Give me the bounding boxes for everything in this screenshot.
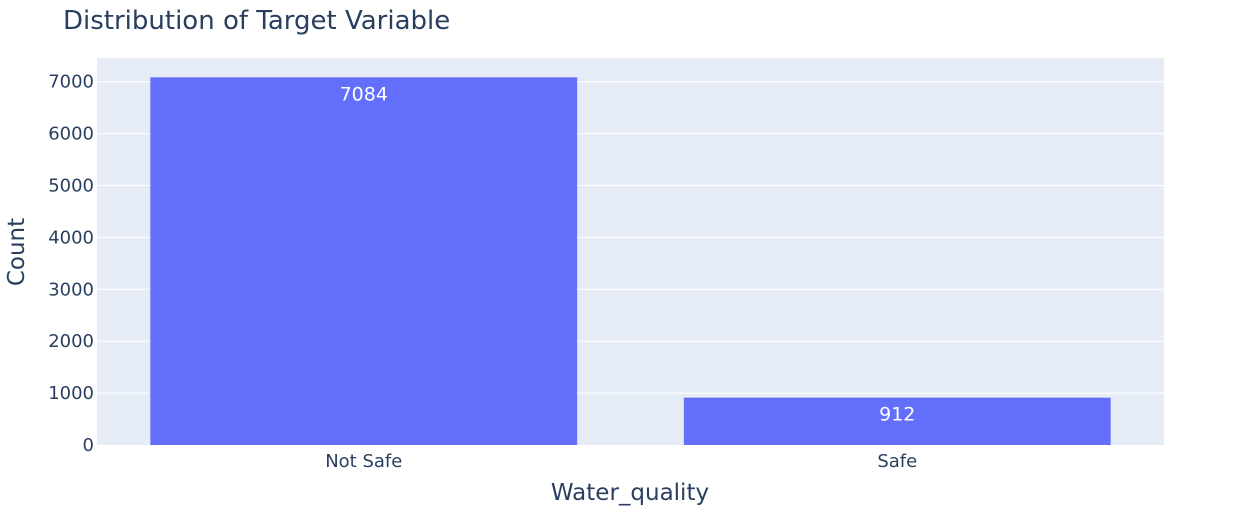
x-axis-title: Water_quality: [551, 480, 709, 506]
y-axis-ticks: 0 1000 2000 3000 4000 5000 6000 7000: [48, 72, 94, 456]
y-axis-title: Count: [4, 218, 30, 286]
bar-value-label: 912: [879, 404, 915, 426]
y-tick-label: 5000: [48, 176, 94, 197]
bar: [683, 397, 1111, 445]
y-tick-label: 1000: [48, 383, 94, 404]
chart-title: Distribution of Target Variable: [63, 6, 450, 36]
x-tick-label: Not Safe: [325, 451, 402, 472]
y-tick-label: 4000: [48, 227, 94, 248]
bar: [150, 77, 578, 445]
y-tick-label: 0: [83, 435, 94, 456]
y-tick-label: 2000: [48, 331, 94, 352]
x-tick-label: Safe: [877, 451, 917, 472]
y-tick-label: 7000: [48, 72, 94, 93]
bar-value-label: 7084: [340, 83, 388, 105]
x-axis-ticks: Not Safe Safe: [325, 451, 917, 472]
bars: 7084 912: [150, 77, 1111, 445]
y-tick-label: 3000: [48, 279, 94, 300]
y-tick-label: 6000: [48, 124, 94, 145]
